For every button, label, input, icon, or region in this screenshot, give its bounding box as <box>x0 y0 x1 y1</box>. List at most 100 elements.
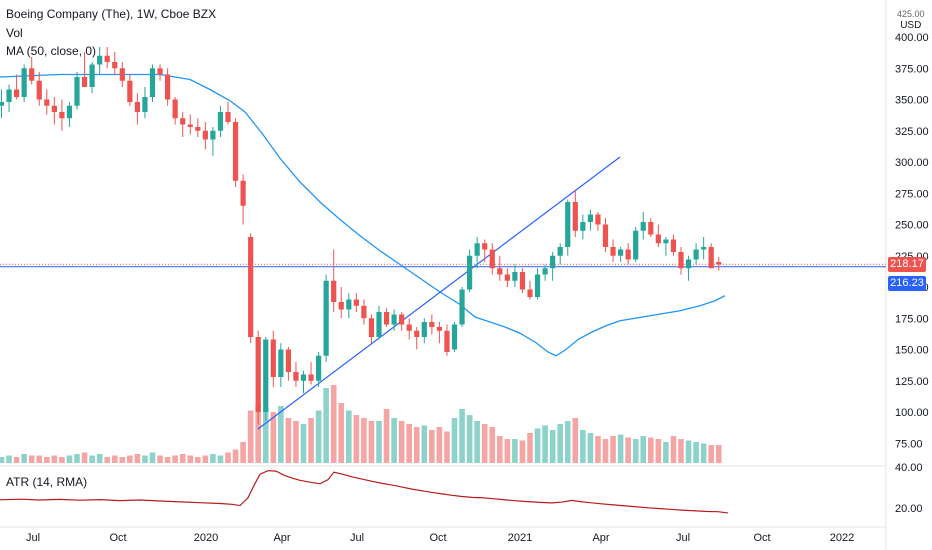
candle-body <box>512 272 518 281</box>
candle-body <box>112 62 118 69</box>
volume-bar <box>368 421 375 463</box>
volume-bar <box>497 436 503 463</box>
candle-body <box>618 249 624 256</box>
price-tick-label: 175.00 <box>895 313 929 325</box>
candle <box>414 327 420 350</box>
candle <box>127 74 133 106</box>
candle-body <box>0 102 5 106</box>
candle <box>587 209 593 231</box>
candle <box>504 268 510 287</box>
candle-body <box>489 249 495 269</box>
candle-body <box>180 118 186 125</box>
candle-body <box>467 255 473 290</box>
volume-bar <box>640 436 647 463</box>
price-tick-label: 75.00 <box>895 438 923 450</box>
volume-bar <box>74 454 80 463</box>
candle <box>436 322 442 344</box>
price-tick-label: 375.00 <box>895 63 929 75</box>
volume-bar <box>51 455 58 463</box>
candle <box>142 87 148 119</box>
volume-bar <box>421 425 428 463</box>
candle <box>383 308 390 327</box>
volume-bar <box>330 385 337 463</box>
volume-bars <box>0 385 722 463</box>
candle <box>119 62 125 87</box>
atr-legend[interactable]: ATR (14, RMA) <box>6 475 88 489</box>
candle <box>134 93 140 125</box>
candle <box>580 214 586 240</box>
candle <box>421 318 427 344</box>
price-tick-label: 100.00 <box>895 407 929 419</box>
candle-body <box>119 68 125 81</box>
candle <box>195 118 201 137</box>
volume-bar <box>625 437 631 463</box>
volume-bar <box>655 439 662 463</box>
candle <box>376 305 382 340</box>
candle <box>625 243 631 265</box>
volume-bar <box>134 454 141 463</box>
volume-bar <box>81 452 88 463</box>
candle <box>467 249 473 292</box>
candle <box>270 330 276 387</box>
time-tick-label: 2021 <box>508 532 532 544</box>
candle-body <box>557 247 563 256</box>
candle-body <box>497 268 503 275</box>
volume-bar <box>564 421 571 463</box>
candle <box>316 352 322 387</box>
time-tick-label: Apr <box>592 532 609 544</box>
candle-body <box>353 299 359 306</box>
candle-body <box>572 202 578 231</box>
chart-title[interactable]: Boeing Company (The), 1W, Cboe BZX <box>6 7 217 21</box>
candle-body <box>655 234 661 244</box>
candle <box>444 324 450 356</box>
candle-body <box>633 230 639 260</box>
atr-tick-label: 40.00 <box>895 462 923 474</box>
volume-bar <box>217 455 224 463</box>
candle-body <box>59 112 65 119</box>
time-tick-label: Jul <box>676 532 690 544</box>
candle <box>293 362 299 387</box>
volume-bar <box>6 455 12 463</box>
candle-body <box>187 124 193 127</box>
volume-bar <box>572 418 579 463</box>
candle-body <box>504 274 510 281</box>
ma-legend[interactable]: MA (50, close, 0) <box>6 44 97 58</box>
candle <box>104 47 110 69</box>
volume-bar <box>293 421 299 463</box>
candle <box>459 287 465 327</box>
candle <box>248 233 254 344</box>
candle-body <box>74 77 80 106</box>
candle-body <box>14 89 20 97</box>
candle <box>232 118 239 187</box>
candle <box>534 268 541 300</box>
volume-bar <box>202 455 209 463</box>
volume-legend[interactable]: Vol <box>6 26 23 40</box>
volume-bar <box>142 455 148 463</box>
candle-body <box>414 330 420 337</box>
candle <box>217 105 224 137</box>
trendline[interactable] <box>257 156 621 430</box>
volume-bar <box>383 409 390 463</box>
horizontal-line[interactable] <box>0 263 886 268</box>
time-tick-label: Apr <box>273 532 290 544</box>
candle <box>21 64 27 102</box>
candle <box>595 212 601 231</box>
volume-bar <box>179 454 186 463</box>
candle-body <box>534 274 541 297</box>
volume-bar <box>489 427 496 463</box>
candle-body <box>421 322 427 337</box>
candle-body <box>51 105 57 112</box>
candle <box>187 114 193 135</box>
candle-body <box>708 247 714 269</box>
candle <box>51 97 57 125</box>
candle <box>368 314 375 344</box>
volume-bar <box>300 424 307 463</box>
candle-body <box>97 55 103 65</box>
candle-body <box>29 68 35 81</box>
candle-body <box>519 272 526 290</box>
ma-value-badge: 216.23 <box>888 275 926 291</box>
volume-bar <box>519 440 526 463</box>
volume-bar <box>406 424 412 463</box>
volume-bar <box>0 457 5 463</box>
